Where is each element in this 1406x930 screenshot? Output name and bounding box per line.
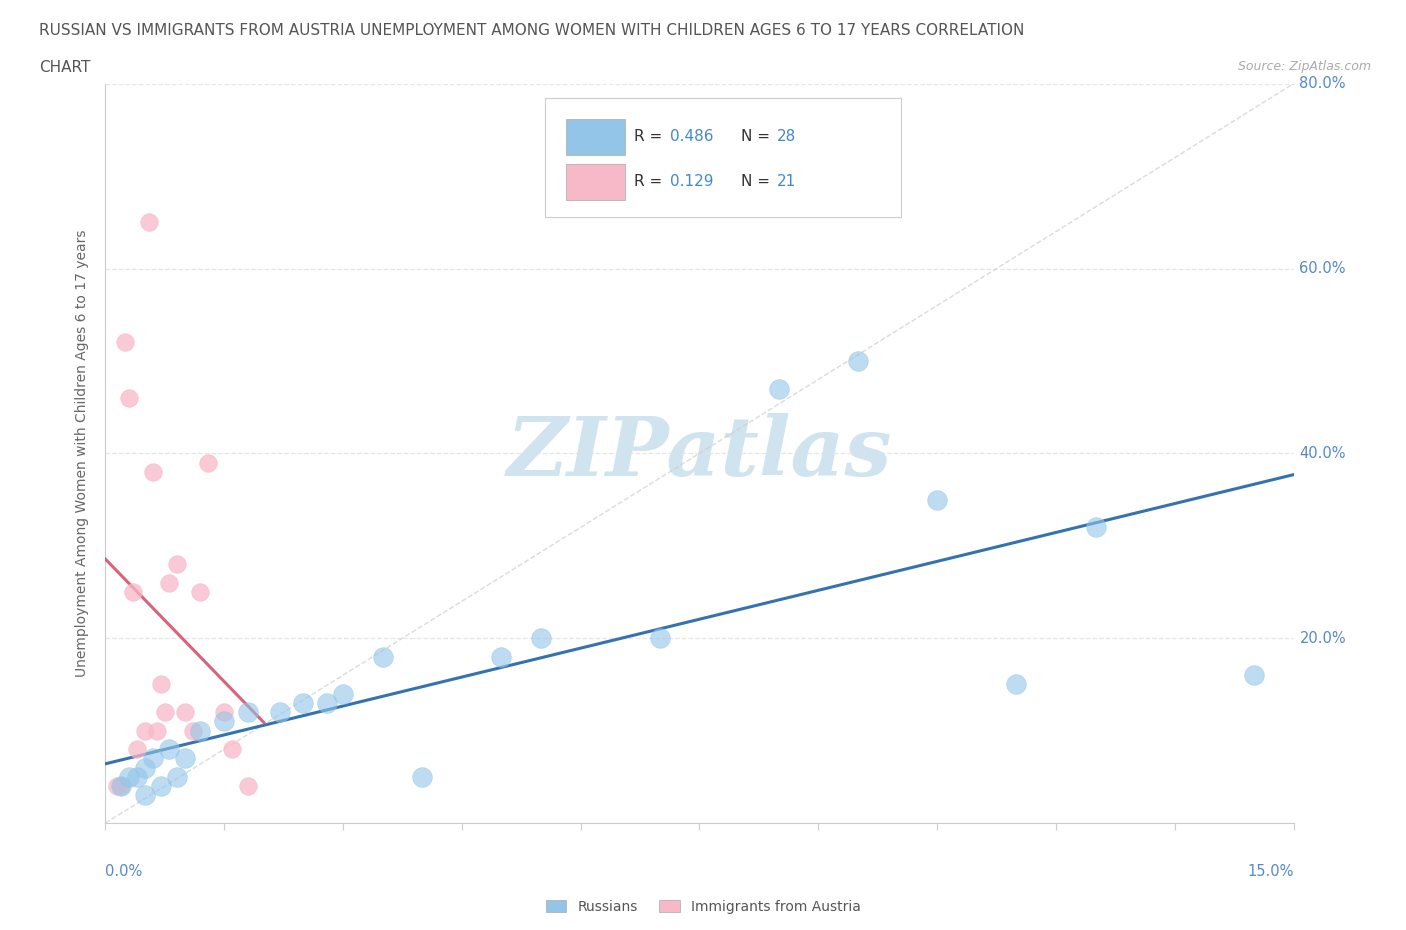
Text: 60.0%: 60.0%	[1299, 261, 1346, 276]
Point	[292, 696, 315, 711]
FancyBboxPatch shape	[546, 99, 901, 217]
Text: 0.0%: 0.0%	[105, 864, 142, 879]
Text: 15.0%: 15.0%	[1247, 864, 1294, 879]
Text: N =: N =	[741, 129, 775, 144]
Point	[316, 696, 339, 711]
Text: R =: R =	[634, 129, 668, 144]
Point	[166, 557, 188, 572]
Point	[190, 724, 212, 738]
Point	[927, 492, 949, 507]
Point	[332, 686, 354, 701]
FancyBboxPatch shape	[567, 119, 624, 155]
Point	[134, 788, 156, 803]
Point	[269, 705, 291, 720]
Text: 40.0%: 40.0%	[1299, 445, 1346, 461]
Point	[149, 778, 172, 793]
Point	[146, 724, 169, 738]
Point	[149, 677, 172, 692]
Point	[221, 742, 243, 757]
Point	[134, 724, 156, 738]
Point	[214, 714, 236, 729]
Text: 0.129: 0.129	[669, 174, 713, 189]
Text: 0.486: 0.486	[669, 129, 713, 144]
Text: 20.0%: 20.0%	[1299, 631, 1346, 645]
Text: Source: ZipAtlas.com: Source: ZipAtlas.com	[1237, 60, 1371, 73]
Point	[110, 778, 132, 793]
Point	[236, 705, 259, 720]
Point	[411, 769, 433, 784]
Point	[153, 705, 176, 720]
Text: RUSSIAN VS IMMIGRANTS FROM AUSTRIA UNEMPLOYMENT AMONG WOMEN WITH CHILDREN AGES 6: RUSSIAN VS IMMIGRANTS FROM AUSTRIA UNEMP…	[39, 23, 1025, 38]
Point	[114, 335, 136, 350]
Text: N =: N =	[741, 174, 775, 189]
Point	[1084, 520, 1107, 535]
Point	[768, 381, 790, 396]
Point	[142, 751, 165, 765]
Point	[138, 215, 160, 230]
Point	[190, 585, 212, 600]
Text: 28: 28	[776, 129, 796, 144]
Point	[105, 778, 128, 793]
Point	[1243, 668, 1265, 683]
FancyBboxPatch shape	[567, 164, 624, 200]
Text: 21: 21	[776, 174, 796, 189]
Point	[648, 631, 671, 645]
Text: ZIPatlas: ZIPatlas	[506, 413, 893, 494]
Point	[236, 778, 259, 793]
Point	[371, 649, 394, 664]
Text: R =: R =	[634, 174, 668, 189]
Point	[1005, 677, 1028, 692]
Point	[118, 391, 141, 405]
Point	[157, 576, 180, 591]
Point	[118, 769, 141, 784]
Point	[173, 751, 195, 765]
Point	[142, 464, 165, 479]
Point	[134, 760, 156, 775]
Point	[122, 585, 145, 600]
Point	[127, 742, 149, 757]
Point	[530, 631, 553, 645]
Point	[846, 353, 869, 368]
Point	[214, 705, 236, 720]
Point	[173, 705, 195, 720]
Point	[491, 649, 513, 664]
Point	[157, 742, 180, 757]
Legend: Russians, Immigrants from Austria: Russians, Immigrants from Austria	[546, 899, 860, 914]
Text: 80.0%: 80.0%	[1299, 76, 1346, 91]
Point	[110, 778, 132, 793]
Y-axis label: Unemployment Among Women with Children Ages 6 to 17 years: Unemployment Among Women with Children A…	[76, 230, 90, 677]
Point	[166, 769, 188, 784]
Point	[197, 455, 219, 470]
Point	[181, 724, 204, 738]
Point	[127, 769, 149, 784]
Text: CHART: CHART	[39, 60, 91, 75]
